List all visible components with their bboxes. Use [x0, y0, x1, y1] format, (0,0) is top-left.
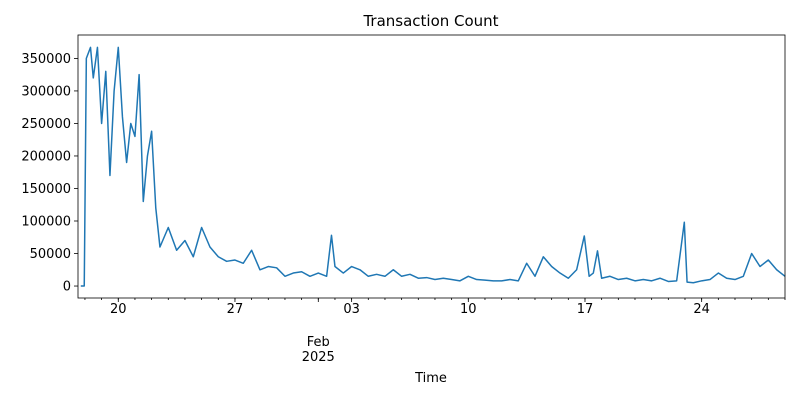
x-tick-label: 10: [460, 302, 477, 317]
y-tick-label: 350000: [21, 52, 71, 67]
x-tick-label: 17: [577, 302, 594, 317]
line-series: [80, 46, 786, 287]
y-tick-label: 100000: [21, 214, 71, 229]
y-tick-label: 250000: [21, 117, 71, 132]
x-axis-label: Time: [414, 371, 447, 386]
y-tick-label: 200000: [21, 149, 71, 164]
y-tick-label: 0: [63, 280, 71, 295]
y-tick-label: 50000: [30, 247, 71, 262]
x-tick-label: 20: [110, 302, 127, 317]
x-tick-label: 24: [693, 302, 710, 317]
chart-title: Transaction Count: [362, 12, 498, 30]
y-tick-label: 300000: [21, 84, 71, 99]
x-tick-label: Feb 2025: [302, 335, 335, 365]
x-tick-label: 27: [227, 302, 244, 317]
x-tick-label: 03: [343, 302, 360, 317]
y-tick-label: 150000: [21, 182, 71, 197]
plot-frame: [77, 34, 786, 299]
